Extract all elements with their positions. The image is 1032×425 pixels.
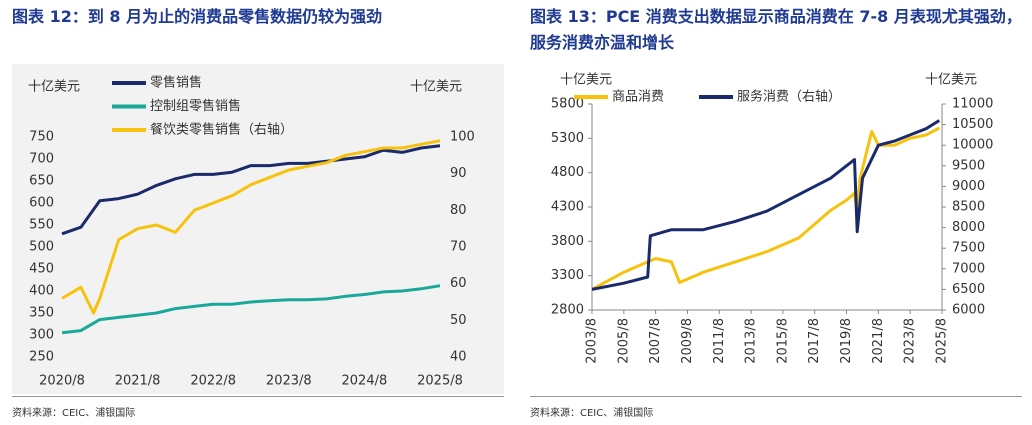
y2-tick-label: 7000 xyxy=(952,261,985,276)
x-tick-label: 2017/8 xyxy=(807,318,822,364)
y2-unit-label: 十亿美元 xyxy=(410,80,462,95)
y2-tick-label: 70 xyxy=(450,240,467,255)
y-tick-label: 2800 xyxy=(551,303,584,318)
source-note: 资料来源：CEIC、浦银国际 xyxy=(530,408,654,419)
y2-tick-label: 10000 xyxy=(952,138,993,153)
x-tick-label: 2013/8 xyxy=(744,318,759,364)
x-tick-label: 2023/8 xyxy=(903,318,918,364)
y2-tick-label: 50 xyxy=(450,313,467,328)
y-tick-label: 5300 xyxy=(551,131,584,146)
plot-background xyxy=(12,64,504,394)
x-tick-label: 2025/8 xyxy=(935,318,950,364)
line-series xyxy=(61,139,441,315)
y2-tick-label: 8500 xyxy=(952,200,985,215)
x-tick-label: 2024/8 xyxy=(342,374,388,389)
y2-tick-label: 60 xyxy=(450,276,467,291)
y-tick-label: 400 xyxy=(29,284,54,299)
x-tick-label: 2021/8 xyxy=(871,318,886,364)
y2-tick-label: 80 xyxy=(450,203,467,218)
line-series xyxy=(61,144,441,236)
x-tick-label: 2011/8 xyxy=(712,318,727,364)
y-tick-label: 550 xyxy=(29,218,54,233)
y2-tick-label: 7500 xyxy=(952,241,985,256)
line-series xyxy=(591,126,940,291)
x-tick-label: 2023/8 xyxy=(266,374,312,389)
charts: 十亿美元 十亿美元 250 300 350 400 450 500 550 600 650 700 75… xyxy=(12,64,993,394)
y-unit-label: 十亿美元 xyxy=(28,80,80,95)
y-tick-label: 3800 xyxy=(551,234,584,249)
y-tick-label: 250 xyxy=(29,350,54,365)
y2-tick-label: 10500 xyxy=(952,117,993,132)
y-tick-label: 650 xyxy=(29,174,54,189)
x-tick-label: 2020/8 xyxy=(39,374,85,389)
y2-tick-label: 9500 xyxy=(952,158,985,173)
y2-tick-label: 11000 xyxy=(952,97,993,112)
y-tick-label: 4800 xyxy=(551,165,584,180)
divider xyxy=(530,396,1022,397)
chart-title: 图表 13：PCE 消费支出数据显示商品消费在 7-8 月表现尤其强劲，服务消费… xyxy=(530,7,1022,52)
line-series xyxy=(61,284,441,335)
x-tick-label: 2009/8 xyxy=(680,318,695,364)
y2-tick-label: 8000 xyxy=(952,220,985,235)
legend-label: 服务消费（右轴） xyxy=(737,89,841,105)
y2-tick-label: 90 xyxy=(450,166,467,181)
x-tick-label: 2021/8 xyxy=(115,374,161,389)
y-tick-label: 700 xyxy=(29,152,54,167)
source-note: 资料来源：CEIC、浦银国际 xyxy=(12,408,136,419)
y-tick-label: 450 xyxy=(29,262,54,277)
chart-title: 图表 12：到 8 月为止的消费品零售数据仍较为强劲 xyxy=(12,7,383,26)
x-tick-label: 2022/8 xyxy=(190,374,236,389)
y-tick-label: 4300 xyxy=(551,200,584,215)
legend-label: 零售销售 xyxy=(150,75,202,91)
line-series xyxy=(591,119,941,291)
legend-label: 餐饮类零售销售（右轴） xyxy=(150,122,293,138)
y2-tick-label: 6000 xyxy=(952,303,985,318)
y-tick-label: 600 xyxy=(29,196,54,211)
legend-label: 控制组零售销售 xyxy=(150,98,241,114)
x-tick-label: 2015/8 xyxy=(775,318,790,364)
x-tick-label: 2019/8 xyxy=(839,318,854,364)
y-tick-label: 300 xyxy=(29,328,54,343)
x-tick-label: 2025/8 xyxy=(417,374,463,389)
y-tick-label: 5800 xyxy=(551,97,584,112)
x-tick-label: 2005/8 xyxy=(616,318,631,364)
legend-label: 商品消费 xyxy=(612,90,664,105)
y2-tick-label: 40 xyxy=(450,350,467,365)
x-tick-label: 2007/8 xyxy=(648,318,663,364)
y2-tick-label: 9000 xyxy=(952,179,985,194)
y-unit-label: 十亿美元 xyxy=(560,73,612,88)
y-tick-label: 750 xyxy=(29,130,54,145)
y-tick-label: 500 xyxy=(29,240,54,255)
divider xyxy=(12,396,504,397)
x-tick-label: 2003/8 xyxy=(585,318,600,364)
y2-tick-label: 100 xyxy=(450,130,475,145)
y-tick-label: 3300 xyxy=(551,268,584,283)
y2-unit-label: 十亿美元 xyxy=(925,73,977,88)
y2-tick-label: 6500 xyxy=(952,282,985,297)
y-tick-label: 350 xyxy=(29,306,54,321)
